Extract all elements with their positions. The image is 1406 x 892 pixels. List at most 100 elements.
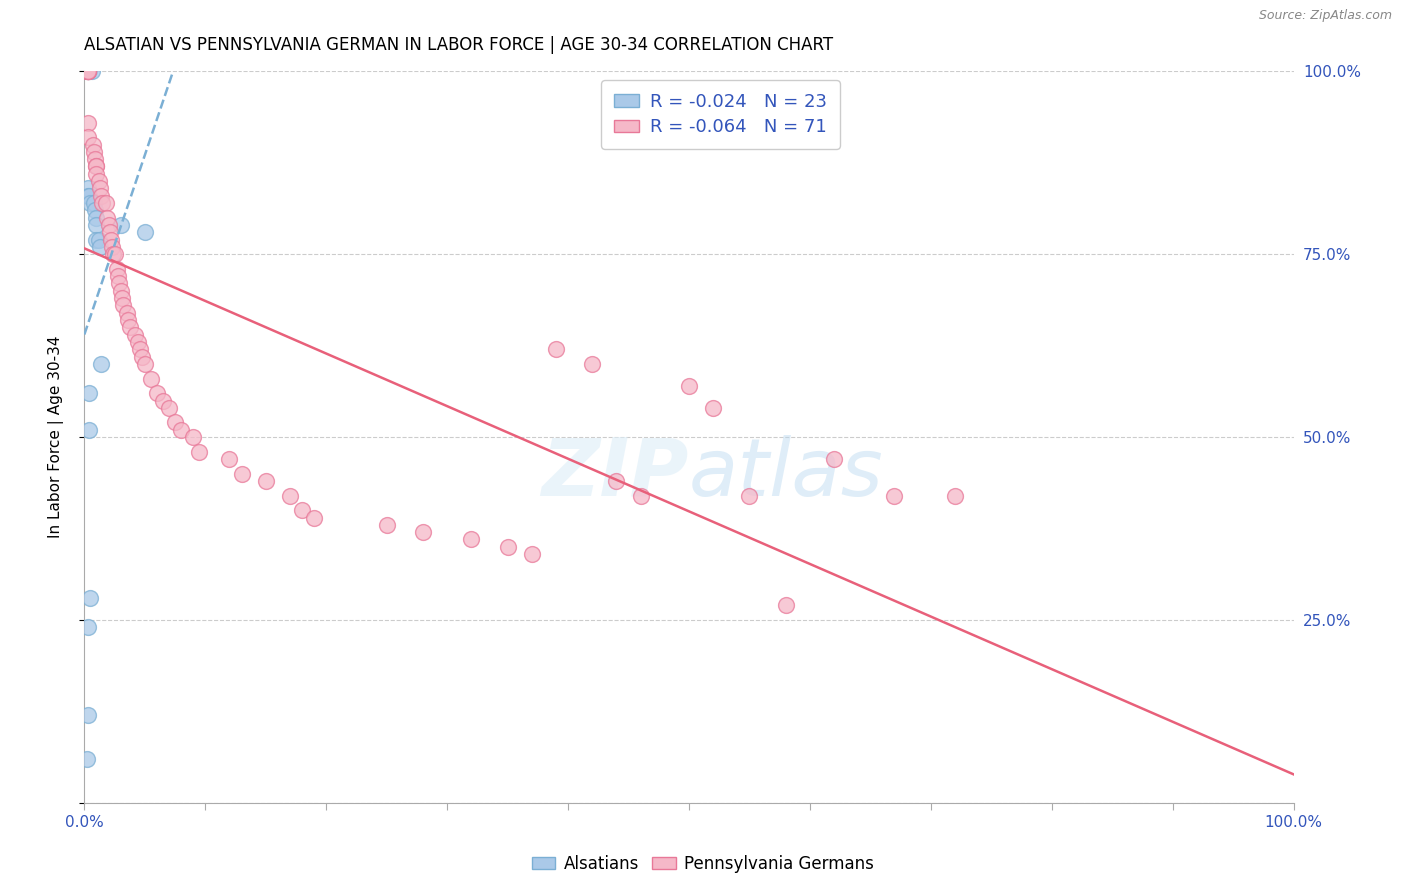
- Point: [77, 64, 100, 78]
- Point: [87, 233, 110, 247]
- Point: [83, 145, 105, 159]
- Point: [77, 188, 100, 202]
- Point: [581, 357, 603, 371]
- Point: [86, 211, 108, 225]
- Point: [100, 233, 122, 247]
- Point: [77, 620, 100, 634]
- Point: [77, 64, 100, 78]
- Point: [170, 423, 193, 437]
- Point: [139, 371, 162, 385]
- Point: [103, 247, 125, 261]
- Point: [131, 350, 153, 364]
- Point: [77, 130, 100, 145]
- Point: [129, 343, 152, 357]
- Point: [79, 196, 101, 211]
- Point: [134, 357, 156, 371]
- Point: [104, 247, 127, 261]
- Point: [80, 64, 103, 78]
- Point: [91, 196, 114, 211]
- Text: ALSATIAN VS PENNSYLVANIA GERMAN IN LABOR FORCE | AGE 30-34 CORRELATION CHART: ALSATIAN VS PENNSYLVANIA GERMAN IN LABOR…: [84, 36, 834, 54]
- Point: [89, 181, 111, 195]
- Point: [86, 218, 108, 232]
- Point: [152, 393, 174, 408]
- Point: [605, 474, 627, 488]
- Point: [943, 489, 966, 503]
- Point: [86, 160, 108, 174]
- Text: Source: ZipAtlas.com: Source: ZipAtlas.com: [1258, 9, 1392, 22]
- Text: atlas: atlas: [689, 434, 884, 513]
- Point: [84, 203, 107, 218]
- Point: [89, 240, 111, 254]
- Point: [105, 261, 128, 276]
- Point: [112, 298, 135, 312]
- Point: [146, 386, 169, 401]
- Point: [77, 188, 100, 202]
- Point: [76, 64, 98, 78]
- Point: [86, 233, 108, 247]
- Point: [90, 357, 112, 371]
- Point: [110, 218, 132, 232]
- Point: [76, 752, 98, 766]
- Point: [231, 467, 253, 481]
- Point: [291, 503, 314, 517]
- Point: [76, 64, 98, 78]
- Y-axis label: In Labor Force | Age 30-34: In Labor Force | Age 30-34: [48, 335, 63, 539]
- Point: [278, 489, 301, 503]
- Point: [77, 708, 100, 723]
- Legend: Alsatians, Pennsylvania Germans: Alsatians, Pennsylvania Germans: [526, 848, 880, 880]
- Point: [107, 269, 129, 284]
- Point: [544, 343, 567, 357]
- Point: [97, 218, 120, 232]
- Legend: R = -0.024   N = 23, R = -0.064   N = 71: R = -0.024 N = 23, R = -0.064 N = 71: [602, 80, 839, 149]
- Point: [77, 64, 100, 78]
- Point: [630, 489, 652, 503]
- Point: [823, 452, 845, 467]
- Point: [120, 320, 142, 334]
- Point: [110, 284, 132, 298]
- Point: [134, 225, 156, 239]
- Point: [79, 591, 101, 605]
- Point: [96, 211, 118, 225]
- Point: [520, 547, 543, 561]
- Point: [90, 188, 112, 202]
- Point: [157, 401, 180, 415]
- Point: [77, 386, 100, 401]
- Point: [165, 416, 187, 430]
- Point: [86, 160, 108, 174]
- Point: [412, 525, 434, 540]
- Point: [124, 327, 146, 342]
- Point: [254, 474, 277, 488]
- Point: [84, 152, 107, 166]
- Point: [86, 167, 108, 181]
- Point: [702, 401, 724, 415]
- Point: [101, 240, 124, 254]
- Point: [77, 64, 100, 78]
- Point: [181, 430, 204, 444]
- Point: [302, 510, 325, 524]
- Point: [115, 306, 138, 320]
- Point: [83, 196, 105, 211]
- Point: [111, 291, 134, 305]
- Point: [77, 64, 100, 78]
- Point: [775, 599, 797, 613]
- Point: [77, 115, 100, 129]
- Point: [87, 174, 110, 188]
- Point: [460, 533, 482, 547]
- Point: [108, 277, 131, 291]
- Point: [77, 181, 100, 195]
- Point: [188, 444, 211, 458]
- Point: [94, 196, 117, 211]
- Point: [117, 313, 139, 327]
- Point: [375, 517, 398, 532]
- Point: [77, 64, 100, 78]
- Point: [496, 540, 519, 554]
- Text: ZIP: ZIP: [541, 434, 689, 513]
- Point: [82, 137, 104, 152]
- Point: [77, 423, 100, 437]
- Point: [98, 225, 121, 239]
- Point: [218, 452, 240, 467]
- Point: [678, 379, 700, 393]
- Point: [77, 64, 100, 78]
- Point: [738, 489, 761, 503]
- Point: [883, 489, 905, 503]
